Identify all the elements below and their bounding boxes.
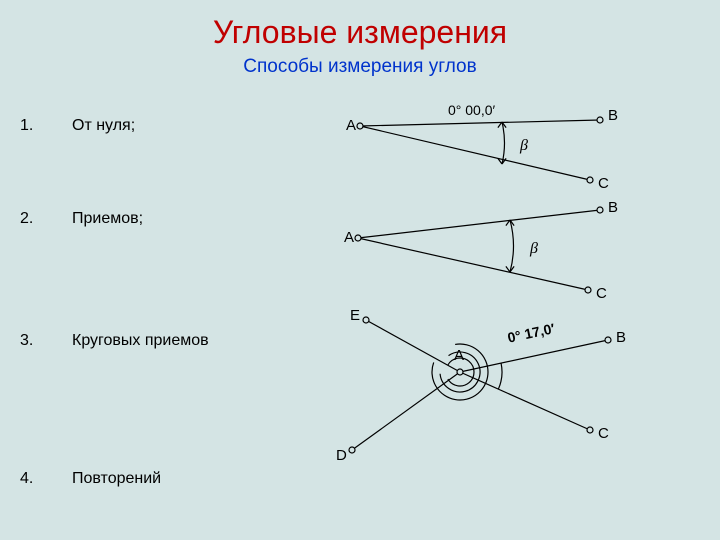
- d1-label-A: A: [346, 117, 356, 134]
- d1-label-B: B: [608, 107, 618, 124]
- list-text-4: Повторений: [72, 470, 161, 488]
- list-number-2: 2.: [20, 210, 33, 228]
- list-number-4: 4.: [20, 470, 33, 488]
- d3-label-B: B: [616, 329, 626, 346]
- d2-label-C: C: [596, 285, 607, 302]
- d3-label-D: D: [336, 447, 347, 464]
- page-title: Угловые измерения: [0, 14, 720, 51]
- list-text-1: От нуля;: [72, 117, 135, 135]
- list-text-3: Круговых приемов: [72, 332, 209, 350]
- d3-label-C: C: [598, 425, 609, 442]
- d3-label-A: A: [454, 347, 464, 364]
- d3-label-E: E: [350, 307, 360, 324]
- list-number-3: 3.: [20, 332, 33, 350]
- page-subtitle: Способы измерения углов: [0, 56, 720, 78]
- d1-beta: β: [520, 137, 528, 155]
- d1-zero-label: 0° 00,0′: [448, 102, 495, 118]
- d2-beta: β: [530, 240, 538, 258]
- list-text-2: Приемов;: [72, 210, 143, 228]
- d2-label-B: B: [608, 199, 618, 216]
- list-number-1: 1.: [20, 117, 33, 135]
- d2-label-A: A: [344, 229, 354, 246]
- d1-label-C: C: [598, 175, 609, 192]
